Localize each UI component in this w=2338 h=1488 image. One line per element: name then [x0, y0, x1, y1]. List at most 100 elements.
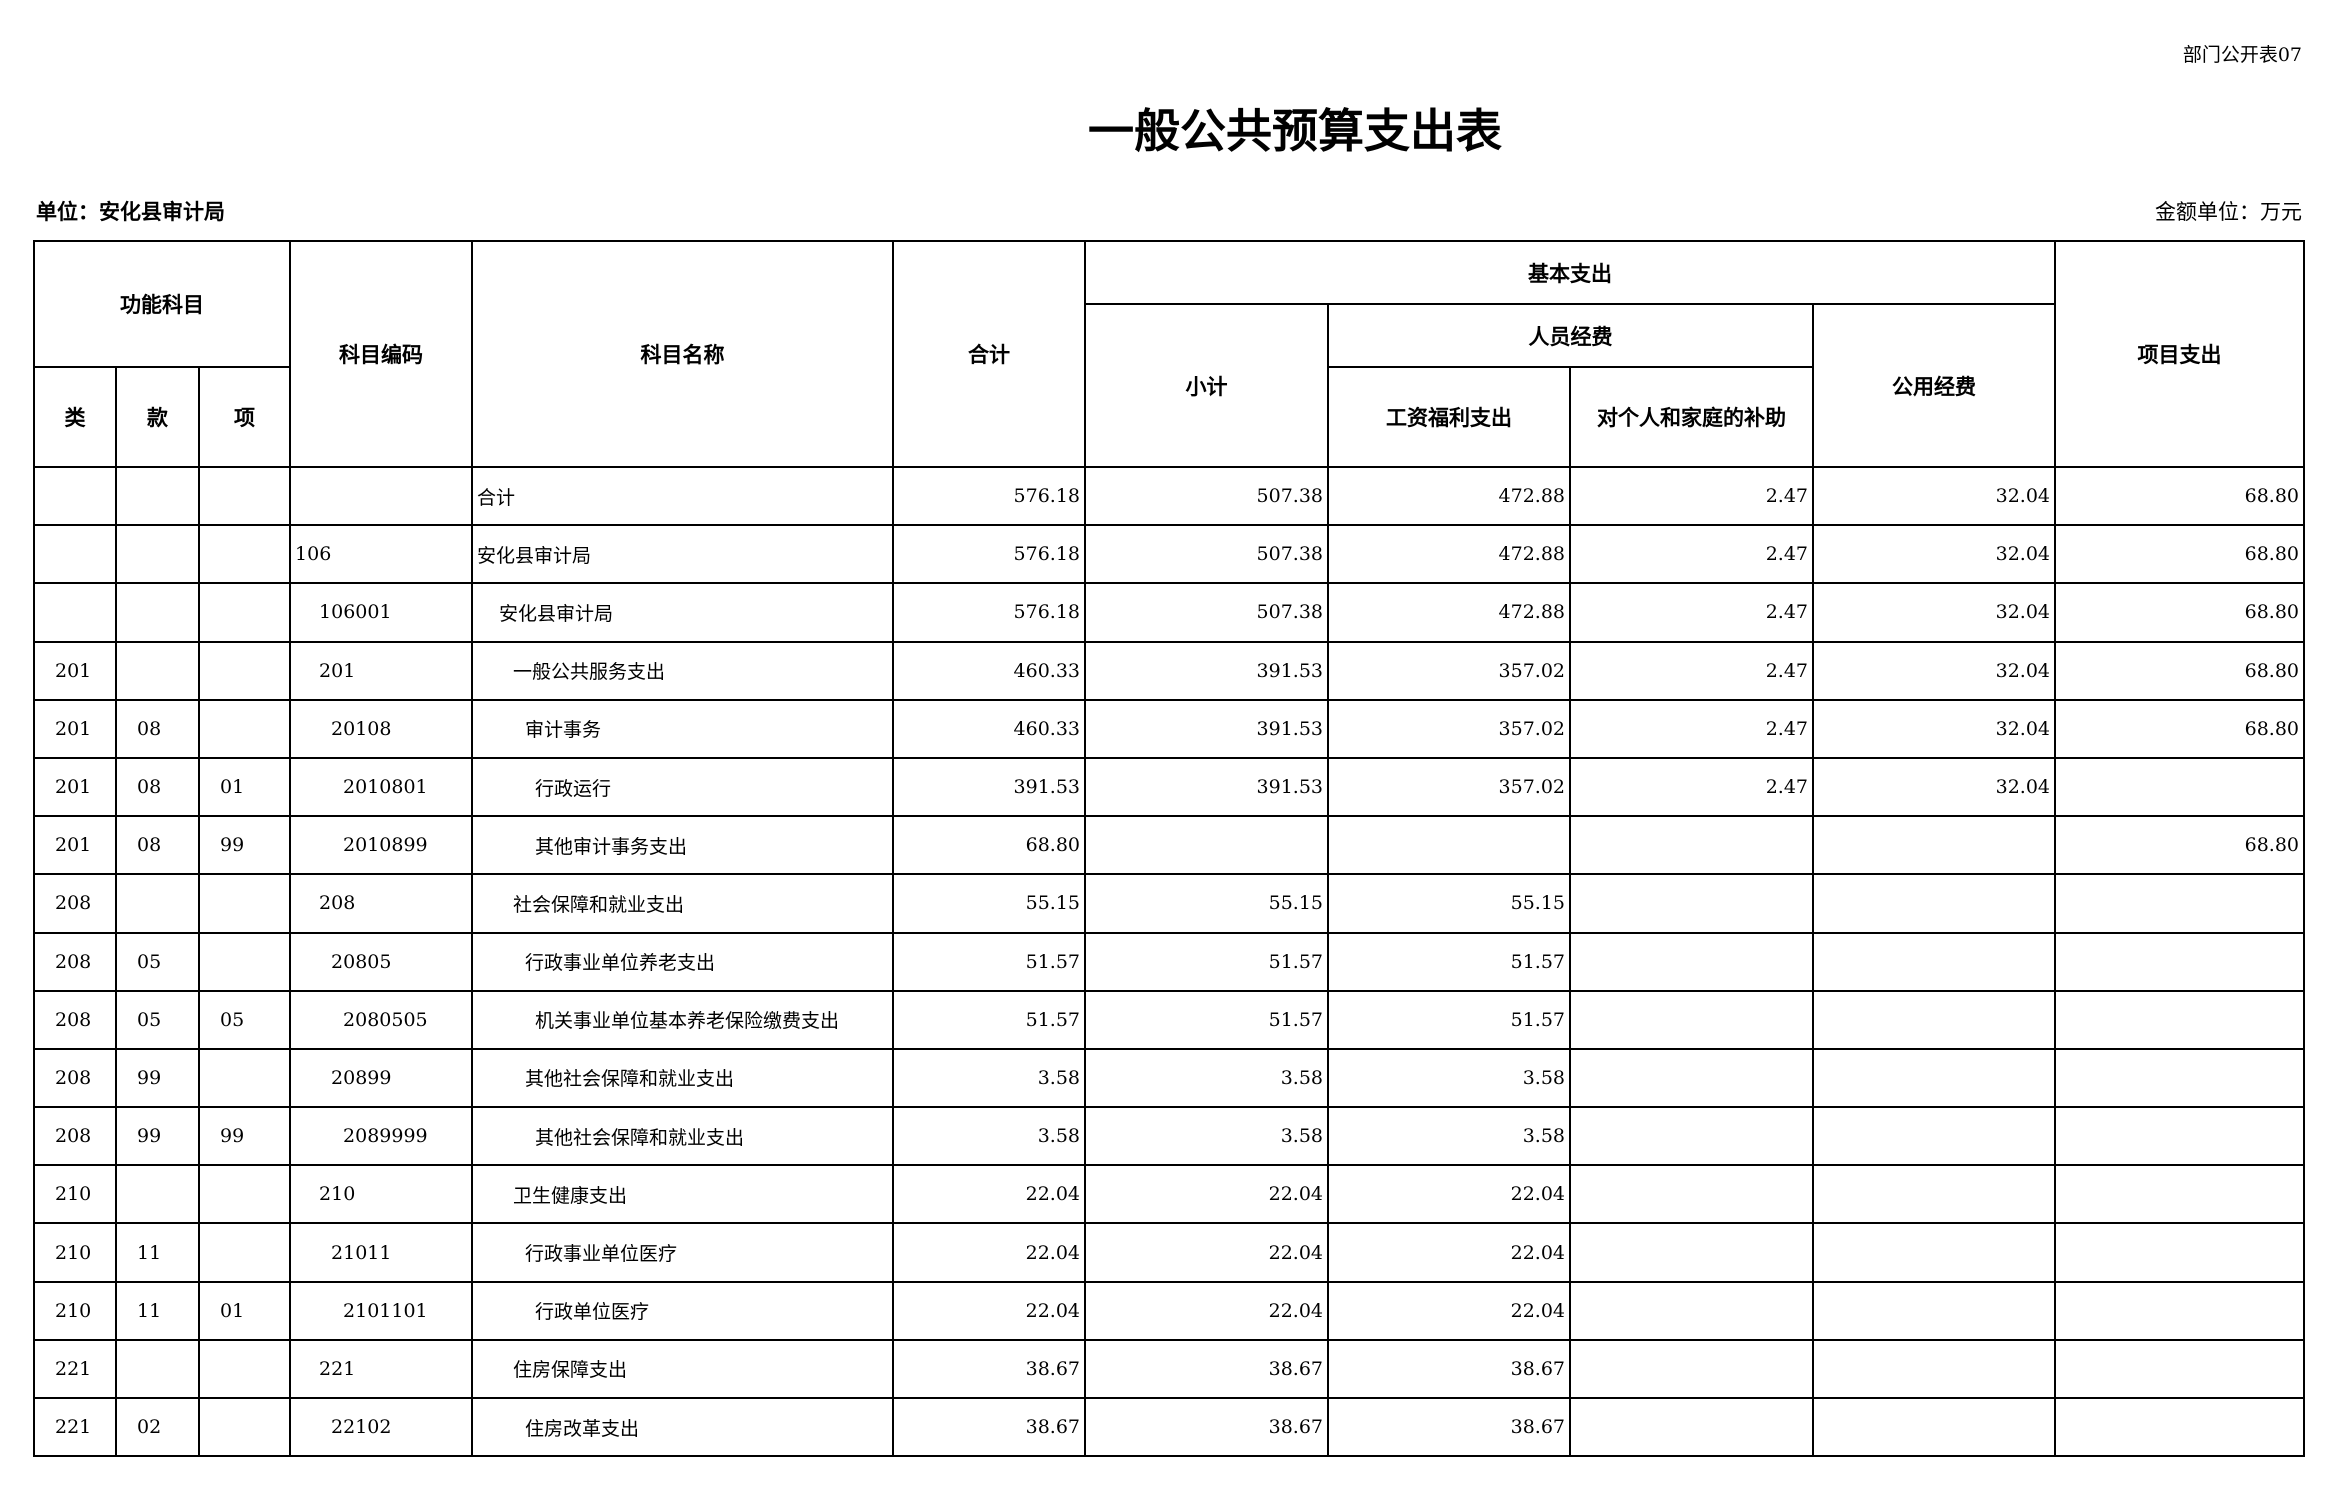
cell-project: 68.80 [2054, 524, 2306, 585]
cell-salary: 472.88 [1327, 582, 1572, 643]
cell-total: 22.04 [892, 1164, 1087, 1225]
cell-subtotal: 22.04 [1084, 1164, 1330, 1225]
cell-project [2054, 989, 2306, 1050]
cell-salary: 22.04 [1327, 1164, 1572, 1225]
cell-salary: 357.02 [1327, 640, 1572, 701]
cell-subsidy: 2.47 [1569, 698, 1815, 759]
cell-subsidy [1569, 815, 1815, 876]
cell-code: 20108 [289, 698, 474, 759]
cell-project [2054, 1280, 2306, 1341]
cell-salary: 38.67 [1327, 1338, 1572, 1400]
cell-subsidy [1569, 873, 1815, 934]
cell-subtotal: 3.58 [1084, 1047, 1330, 1109]
cell-xiang [197, 582, 292, 643]
cell-public [1812, 931, 2057, 992]
cell-lei: 210 [33, 1222, 117, 1283]
cell-subtotal: 22.04 [1084, 1222, 1330, 1283]
header-code: 科目编码 [289, 240, 474, 468]
cell-project: 68.80 [2054, 698, 2306, 759]
cell-total: 391.53 [892, 756, 1087, 818]
cell-xiang: 05 [197, 989, 292, 1050]
table-row: 221 02 22102 住房改革支出 38.67 38.67 38.67 [33, 1396, 2306, 1458]
cell-lei: 208 [33, 1106, 117, 1167]
header-public: 公用经费 [1812, 303, 2057, 468]
header-lei: 类 [33, 366, 117, 468]
cell-xiang [197, 1338, 292, 1400]
cell-public: 32.04 [1812, 640, 2057, 701]
cell-kuan: 08 [115, 698, 200, 759]
cell-salary: 472.88 [1327, 465, 1572, 527]
table-row: 201 201 一般公共服务支出 460.33 391.53 357.02 2.47 32.0… [33, 640, 2306, 701]
cell-code: 208 [289, 873, 474, 934]
cell-xiang [197, 1222, 292, 1283]
cell-subtotal: 391.53 [1084, 756, 1330, 818]
cell-lei: 210 [33, 1280, 117, 1341]
cell-name: 住房保障支出 [471, 1338, 895, 1400]
cell-name: 机关事业单位基本养老保险缴费支出 [471, 989, 895, 1050]
cell-project [2054, 1047, 2306, 1109]
cell-subsidy [1569, 1106, 1815, 1167]
cell-xiang [197, 1164, 292, 1225]
cell-salary: 22.04 [1327, 1222, 1572, 1283]
cell-project [2054, 756, 2306, 818]
cell-code: 2080505 [289, 989, 474, 1050]
cell-total: 38.67 [892, 1338, 1087, 1400]
cell-project: 68.80 [2054, 815, 2306, 876]
cell-subtotal: 507.38 [1084, 465, 1330, 527]
cell-total: 576.18 [892, 524, 1087, 585]
cell-xiang [197, 640, 292, 701]
table-row: 208 05 05 2080505 机关事业单位基本养老保险缴费支出 51.57 51.57… [33, 989, 2306, 1050]
table-row: 210 210 卫生健康支出 22.04 22.04 22.04 [33, 1164, 2306, 1225]
cell-subtotal: 507.38 [1084, 524, 1330, 585]
cell-lei: 201 [33, 815, 117, 876]
cell-kuan: 11 [115, 1222, 200, 1283]
cell-subtotal: 38.67 [1084, 1396, 1330, 1458]
cell-kuan [115, 640, 200, 701]
cell-lei: 201 [33, 756, 117, 818]
table-row: 208 208 社会保障和就业支出 55.15 55.15 55.15 [33, 873, 2306, 934]
cell-subtotal: 38.67 [1084, 1338, 1330, 1400]
cell-name: 其他社会保障和就业支出 [471, 1106, 895, 1167]
table-body: 合计 576.18 507.38 472.88 2.47 32.04 68.80 106 安化县… [33, 465, 2306, 1458]
header-salary: 工资福利支出 [1327, 366, 1572, 468]
cell-name: 一般公共服务支出 [471, 640, 895, 701]
cell-name: 行政单位医疗 [471, 1280, 895, 1341]
cell-subtotal: 3.58 [1084, 1106, 1330, 1167]
cell-kuan [115, 1164, 200, 1225]
cell-lei [33, 465, 117, 527]
cell-total: 38.67 [892, 1396, 1087, 1458]
cell-xiang [197, 873, 292, 934]
cell-code: 2089999 [289, 1106, 474, 1167]
cell-kuan [115, 524, 200, 585]
cell-name: 社会保障和就业支出 [471, 873, 895, 934]
cell-xiang [197, 524, 292, 585]
cell-salary: 51.57 [1327, 931, 1572, 992]
cell-public: 32.04 [1812, 465, 2057, 527]
table-row: 210 11 21011 行政事业单位医疗 22.04 22.04 22.04 [33, 1222, 2306, 1283]
cell-subtotal: 51.57 [1084, 989, 1330, 1050]
table-row: 208 99 99 2089999 其他社会保障和就业支出 3.58 3.58 3.58 [33, 1106, 2306, 1167]
cell-salary: 357.02 [1327, 756, 1572, 818]
cell-xiang [197, 698, 292, 759]
cell-xiang: 99 [197, 1106, 292, 1167]
cell-public: 32.04 [1812, 524, 2057, 585]
cell-subsidy [1569, 1164, 1815, 1225]
header-subtotal: 小计 [1084, 303, 1330, 468]
cell-project [2054, 1164, 2306, 1225]
cell-subsidy [1569, 1280, 1815, 1341]
table-row: 106 安化县审计局 576.18 507.38 472.88 2.47 32.04 68.8… [33, 524, 2306, 585]
cell-public [1812, 1338, 2057, 1400]
cell-project: 68.80 [2054, 640, 2306, 701]
cell-name: 审计事务 [471, 698, 895, 759]
cell-project [2054, 1396, 2306, 1458]
cell-salary: 3.58 [1327, 1106, 1572, 1167]
cell-code: 2010899 [289, 815, 474, 876]
cell-public [1812, 1164, 2057, 1225]
cell-salary: 22.04 [1327, 1280, 1572, 1341]
cell-project [2054, 873, 2306, 934]
cell-name: 行政事业单位医疗 [471, 1222, 895, 1283]
cell-salary: 357.02 [1327, 698, 1572, 759]
cell-subsidy: 2.47 [1569, 756, 1815, 818]
cell-project: 68.80 [2054, 465, 2306, 527]
cell-total: 22.04 [892, 1222, 1087, 1283]
